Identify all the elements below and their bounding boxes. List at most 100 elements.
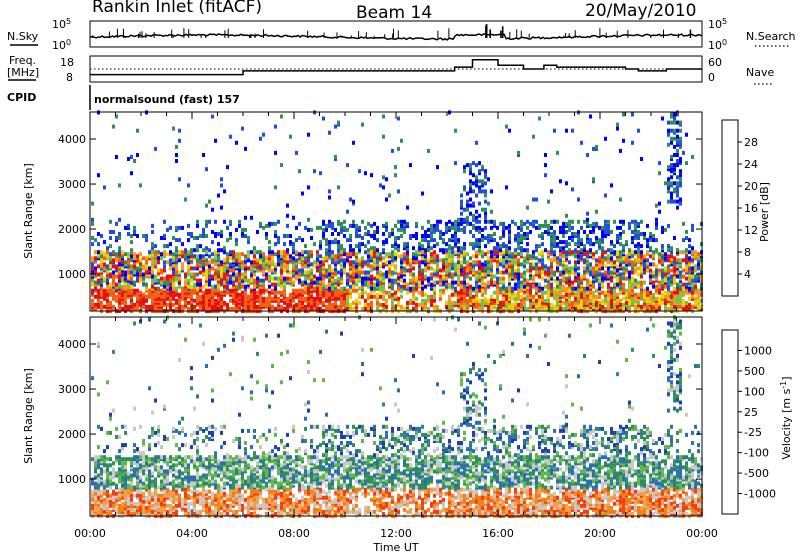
heatmap-cell — [505, 248, 508, 253]
heatmap-cell — [319, 296, 322, 301]
heatmap-cell — [463, 294, 466, 299]
heatmap-cell — [694, 274, 697, 279]
heatmap-cell — [688, 244, 691, 249]
heatmap-cell — [322, 268, 325, 273]
heatmap-cell — [358, 274, 361, 279]
heatmap-cell — [400, 138, 403, 143]
heatmap-cell — [571, 284, 574, 289]
heatmap-cell — [691, 227, 694, 232]
heatmap-cell — [172, 126, 175, 131]
heatmap-cell — [400, 270, 403, 275]
heatmap-cell — [331, 282, 334, 287]
heatmap-cell — [604, 230, 607, 234]
freq-series-line — [90, 58, 702, 76]
heatmap-cell — [319, 260, 322, 265]
heatmap-cell — [220, 296, 223, 301]
heatmap-cell — [217, 270, 220, 275]
heatmap-cell — [133, 252, 136, 257]
heatmap-cell — [100, 258, 103, 263]
heatmap-cell — [481, 304, 484, 309]
heatmap-cell — [283, 264, 286, 269]
heatmap-cell — [196, 300, 199, 305]
heatmap-cell — [220, 270, 223, 275]
heatmap-cell — [493, 274, 496, 279]
heatmap-cell — [481, 266, 484, 271]
heatmap-cell — [478, 161, 481, 166]
heatmap-cell — [244, 215, 247, 220]
heatmap-cell — [112, 503, 115, 508]
heatmap-cell — [139, 300, 142, 305]
heatmap-cell — [136, 272, 139, 277]
heatmap-cell — [559, 262, 562, 267]
heatmap-cell — [400, 254, 403, 259]
heatmap-cell — [628, 304, 631, 309]
heatmap-cell — [415, 221, 418, 226]
heatmap-cell — [526, 268, 529, 273]
heatmap-cell — [664, 268, 667, 273]
heatmap-cell — [187, 278, 190, 283]
heatmap-cell — [274, 284, 277, 289]
heatmap-cell — [445, 284, 448, 289]
heatmap-cell — [355, 252, 358, 257]
heatmap-cell — [361, 290, 364, 295]
heatmap-cell — [211, 240, 214, 245]
heatmap-cell — [166, 244, 169, 249]
heatmap-cell — [160, 268, 163, 273]
heatmap-cell — [598, 282, 601, 287]
heatmap-cell — [601, 254, 604, 259]
heatmap-cell — [349, 260, 352, 265]
heatmap-cell — [184, 284, 187, 289]
heatmap-cell — [637, 230, 640, 234]
heatmap-cell — [91, 282, 94, 287]
heatmap-cell — [103, 459, 106, 464]
heatmap-cell — [607, 254, 610, 259]
heatmap-cell — [424, 284, 427, 289]
heatmap-cell — [298, 302, 301, 307]
heatmap-cell — [622, 254, 625, 259]
heatmap-cell — [565, 128, 568, 133]
heatmap-cell — [232, 300, 235, 305]
heatmap-cell — [232, 268, 235, 273]
heatmap-cell — [283, 300, 286, 305]
heatmap-cell — [229, 252, 232, 257]
heatmap-cell — [112, 497, 115, 502]
heatmap-cell — [298, 236, 301, 240]
heatmap-cell — [382, 223, 385, 228]
velocity-heatmap — [91, 315, 703, 518]
heatmap-cell — [580, 238, 583, 243]
heatmap-cell — [661, 230, 664, 234]
heatmap-cell — [436, 219, 439, 224]
heatmap-cell — [598, 268, 601, 273]
heatmap-cell — [334, 124, 337, 129]
heatmap-cell — [196, 248, 199, 253]
heatmap-cell — [541, 290, 544, 295]
heatmap-cell — [190, 292, 193, 297]
heatmap-cell — [103, 304, 106, 309]
y-tick-label: 1000 — [58, 268, 86, 281]
heatmap-cell — [481, 276, 484, 281]
heatmap-cell — [655, 225, 658, 230]
heatmap-cell — [307, 252, 310, 257]
heatmap-cell — [271, 276, 274, 281]
heatmap-cell — [295, 258, 298, 263]
heatmap-cell — [262, 266, 265, 271]
heatmap-cell — [517, 292, 520, 297]
heatmap-cell — [508, 252, 511, 257]
heatmap-cell — [439, 230, 442, 234]
heatmap-cell — [529, 284, 532, 289]
heatmap-cell — [676, 304, 679, 309]
heatmap-cell — [340, 227, 343, 232]
heatmap-cell — [610, 248, 613, 253]
heatmap-cell — [598, 292, 601, 297]
heatmap-cell — [499, 286, 502, 291]
heatmap-cell — [226, 165, 229, 170]
heatmap-cell — [115, 455, 118, 460]
heatmap-cell — [130, 276, 133, 281]
heatmap-cell — [559, 292, 562, 297]
heatmap-cell — [256, 294, 259, 299]
heatmap-cell — [109, 292, 112, 297]
heatmap-cell — [406, 254, 409, 259]
heatmap-cell — [91, 221, 94, 226]
heatmap-cell — [355, 288, 358, 293]
heatmap-cell — [265, 288, 268, 293]
